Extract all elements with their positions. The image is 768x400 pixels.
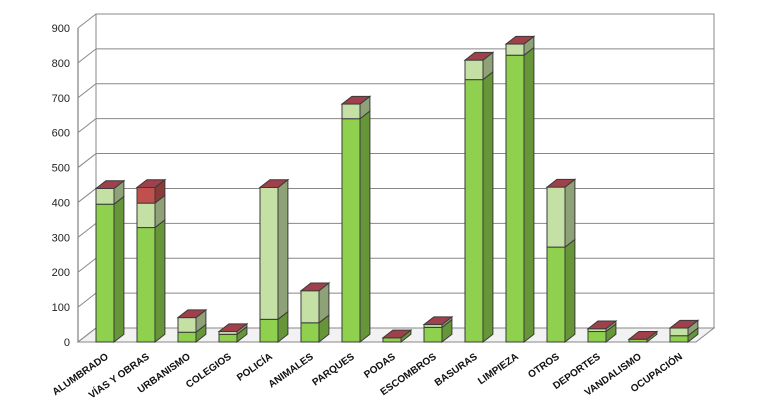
bar-segment [341, 118, 361, 343]
bar-stack [94, 179, 126, 344]
bar-segment [669, 327, 689, 337]
bar-stack [135, 178, 167, 344]
y-tick-label: 800 [52, 58, 70, 70]
bar-segment [546, 186, 566, 248]
y-tick-label: 100 [52, 302, 70, 314]
bar-segment [382, 337, 402, 343]
x-category-label: OTROS [526, 351, 562, 381]
bar-top-cap [668, 319, 700, 329]
bar-stack [340, 95, 372, 344]
bar-segment [300, 290, 320, 324]
y-tick-label: 600 [52, 128, 70, 140]
bar-segment-side [277, 178, 289, 321]
bar-top-cap [94, 180, 126, 189]
y-tick-label: 400 [52, 197, 70, 209]
bar-segment [464, 79, 484, 343]
bar-segment [423, 326, 443, 343]
bar-segment [218, 333, 238, 343]
bar-segment [505, 54, 525, 343]
bar-top-cap [340, 95, 372, 105]
gridline-diagonal [77, 188, 97, 203]
bar-segment [177, 331, 197, 343]
gridline-diagonal [77, 83, 97, 99]
bar-top-cap [545, 178, 577, 188]
y-axis-tick-labels: 0 100 200 300 400 500 600 700 800 900 [52, 23, 70, 349]
bar-top-cap [381, 329, 413, 339]
bar-stack [299, 281, 331, 344]
bar-top-cap [504, 35, 536, 45]
bar-segment-side [482, 70, 494, 344]
bar-segment [259, 318, 279, 343]
bars [94, 35, 700, 344]
bar-segment [587, 331, 607, 343]
gridline-diagonal [77, 153, 97, 168]
bar-segment-side [564, 238, 576, 344]
x-category-label: BASURAS [433, 351, 480, 389]
bar-stack [217, 322, 249, 344]
back-wall [95, 13, 715, 329]
bar-stack [176, 308, 208, 344]
y-tick-label: 700 [52, 93, 70, 105]
bar-top-cap [422, 316, 454, 326]
bar-segment [669, 335, 689, 343]
y-tick-label: 500 [52, 163, 70, 175]
gridline-diagonal [77, 327, 97, 343]
bar-stack [422, 315, 454, 344]
bar-segment [136, 186, 156, 204]
bar-segment-side [523, 46, 535, 344]
bar-top-cap [463, 51, 495, 61]
bar-segment-side [113, 195, 125, 344]
bar-segment [95, 187, 115, 205]
bar-top-cap [627, 331, 659, 340]
bar-stack [627, 330, 659, 344]
x-category-label: PARQUES [311, 351, 357, 388]
bar-top-cap [176, 309, 208, 319]
bar-segment [136, 227, 156, 343]
bar-segment [464, 59, 484, 81]
bar-segment-side [564, 178, 576, 249]
bar-top-cap [217, 323, 249, 333]
bar-stack [258, 178, 290, 344]
bar-stack [586, 320, 618, 344]
bar-segment [505, 43, 525, 56]
y-tick-label: 200 [52, 267, 70, 279]
x-category-label: COLEGIOS [184, 351, 234, 390]
x-category-label: PODAS [362, 351, 398, 381]
y-tick-label: 300 [52, 232, 70, 244]
bar-segment-side [154, 218, 166, 344]
bar-segment [300, 322, 320, 343]
bar-segment [177, 317, 197, 333]
bar-top-cap [135, 179, 167, 188]
bar-segment [546, 246, 566, 343]
bar-top-cap [299, 282, 331, 292]
bar-top-cap [586, 320, 618, 330]
bar-stack [381, 329, 413, 344]
gridline-diagonal [77, 118, 97, 134]
y-tick-label: 0 [64, 337, 70, 349]
x-category-label: LIMPIEZA [476, 351, 521, 387]
bar-segment-side [359, 109, 371, 344]
bar-top-cap [258, 179, 290, 188]
bar-segment [95, 203, 115, 343]
gridline-diagonal [77, 48, 97, 64]
y-tick-label: 900 [52, 23, 70, 35]
bar-segment [259, 186, 279, 320]
bar-segment [136, 202, 156, 229]
gridlines [77, 13, 714, 343]
gridline-diagonal [77, 292, 97, 308]
bar-stack [545, 178, 577, 344]
gridline-diagonal [77, 13, 97, 29]
bar-segment [341, 103, 361, 120]
bar-stack [668, 319, 700, 344]
gridline-diagonal [77, 257, 97, 273]
x-category-label: ANIMALES [267, 351, 316, 390]
x-category-label: POLICÍA [234, 350, 275, 384]
bar-stack [463, 51, 495, 344]
gridline-diagonal [77, 222, 97, 238]
bar-stack [504, 35, 536, 344]
